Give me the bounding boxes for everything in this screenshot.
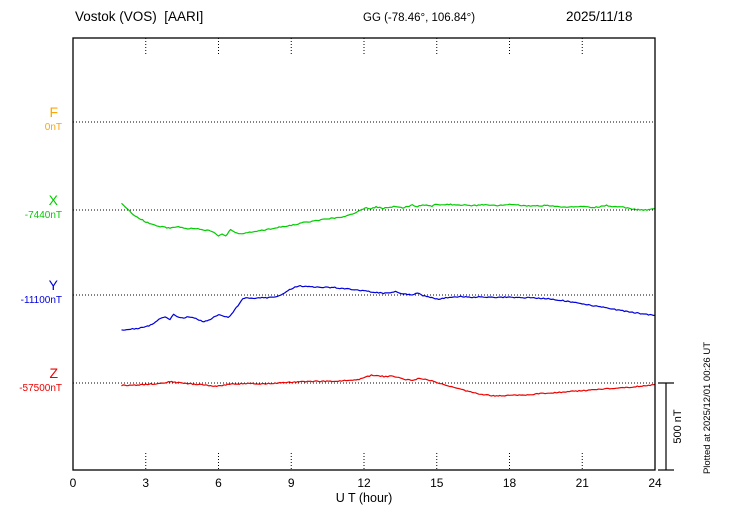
- component-name: Y: [48, 277, 58, 293]
- scale-bar-label: 500 nT: [672, 409, 684, 444]
- x-tick-label: 0: [70, 476, 77, 490]
- component-label-F: F 0nT: [0, 105, 64, 133]
- x-tick-label: 6: [215, 476, 222, 490]
- component-name: F: [49, 104, 58, 120]
- geographic-coordinates: GG (-78.46°, 106.84°): [363, 12, 476, 24]
- component-label-Y: Y -11100nT: [0, 278, 64, 306]
- date-label: 2025/11/18: [566, 9, 633, 24]
- trace-X: [121, 202, 656, 237]
- component-name: X: [48, 192, 58, 208]
- component-baseline-value: 0nT: [44, 121, 62, 133]
- component-baseline-value: -57500nT: [19, 382, 62, 394]
- trace-Z: [121, 374, 656, 397]
- component-label-X: X -7440nT: [0, 193, 64, 221]
- x-tick-label: 15: [430, 476, 444, 490]
- x-axis-title: U T (hour): [335, 491, 393, 505]
- component-name: Z: [49, 365, 58, 381]
- x-tick-label: 9: [288, 476, 295, 490]
- component-baseline-value: -11100nT: [20, 294, 62, 306]
- component-label-Z: Z -57500nT: [0, 366, 64, 394]
- plot-frame: [72, 37, 656, 471]
- x-tick-label: 3: [142, 476, 149, 490]
- trace-Y: [121, 285, 656, 331]
- x-tick-label: 21: [576, 476, 590, 490]
- x-tick-label: 24: [648, 476, 662, 490]
- station-title: Vostok (VOS) [AARI]: [75, 9, 204, 24]
- x-tick-label: 12: [357, 476, 371, 490]
- component-baseline-value: -7440nT: [24, 209, 62, 221]
- x-tick-label: 18: [503, 476, 517, 490]
- plotted-at-note: Plotted at 2025/12/01 00:26 UT: [702, 341, 713, 474]
